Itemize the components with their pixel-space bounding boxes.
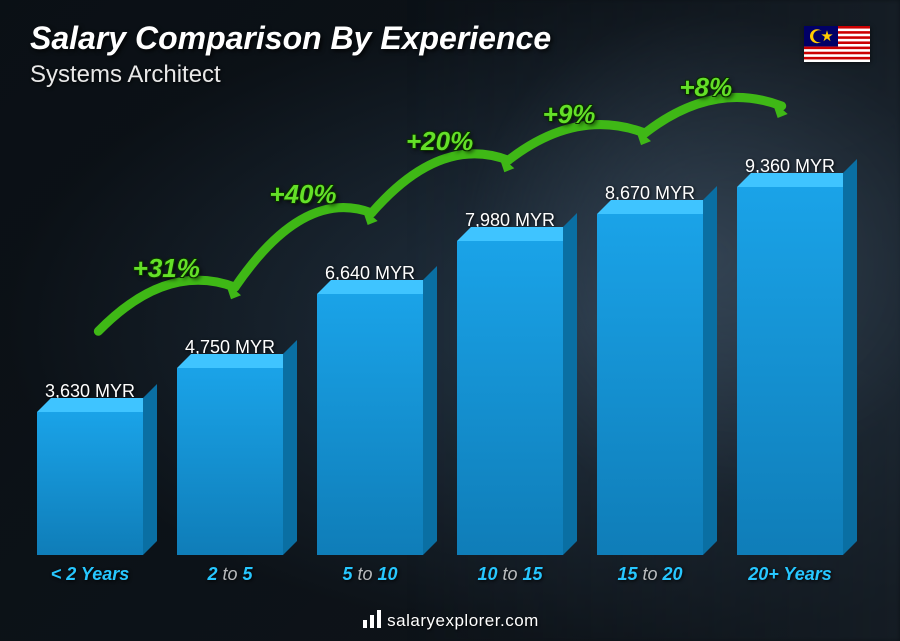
bar-shape (737, 187, 843, 555)
bar-3: 7,980 MYR (450, 110, 570, 555)
bar-1: 4,750 MYR (170, 110, 290, 555)
bar-shape (177, 368, 283, 555)
category-label: 20+ Years (730, 564, 850, 585)
bar-shape (597, 214, 703, 555)
category-label: < 2 Years (30, 564, 150, 585)
category-label: 15 to 20 (590, 564, 710, 585)
header: Salary Comparison By Experience Systems … (30, 20, 870, 89)
bar-0: 3,630 MYR (30, 110, 150, 555)
chart-subtitle: Systems Architect (30, 61, 870, 89)
category-label: 5 to 10 (310, 564, 430, 585)
bars-container: 3,630 MYR4,750 MYR6,640 MYR7,980 MYR8,67… (30, 110, 850, 555)
bar-5: 9,360 MYR (730, 110, 850, 555)
bar-4: 8,670 MYR (590, 110, 710, 555)
bar-shape (457, 241, 563, 555)
chart-area: 3,630 MYR4,750 MYR6,640 MYR7,980 MYR8,67… (30, 110, 850, 585)
category-label: 2 to 5 (170, 564, 290, 585)
bar-shape (37, 412, 143, 555)
category-labels: < 2 Years 2 to 5 5 to 10 10 to 15 15 to 20 20… (30, 564, 850, 585)
chart-title: Salary Comparison By Experience (30, 20, 870, 57)
main-container: Salary Comparison By Experience Systems … (0, 0, 900, 641)
logo-icon (361, 608, 383, 630)
bar-shape (317, 294, 423, 555)
footer-text: salaryexplorer.com (387, 611, 539, 630)
country-flag-icon (804, 26, 870, 62)
category-label: 10 to 15 (450, 564, 570, 585)
bar-2: 6,640 MYR (310, 110, 430, 555)
footer: salaryexplorer.com (0, 608, 900, 631)
